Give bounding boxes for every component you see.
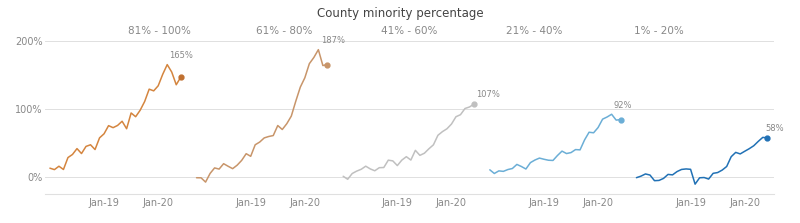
Text: 61% - 80%: 61% - 80% (256, 26, 313, 36)
Text: 21% - 40%: 21% - 40% (506, 26, 562, 36)
Text: 41% - 60%: 41% - 60% (381, 26, 438, 36)
Text: 58%: 58% (765, 124, 784, 133)
Text: 107%: 107% (476, 90, 500, 99)
Text: 81% - 100%: 81% - 100% (128, 26, 191, 36)
Text: 187%: 187% (321, 36, 345, 45)
Text: 1% - 20%: 1% - 20% (634, 26, 683, 36)
Text: 165%: 165% (170, 51, 194, 60)
Text: 92%: 92% (614, 101, 632, 109)
Text: County minority percentage: County minority percentage (317, 7, 483, 20)
